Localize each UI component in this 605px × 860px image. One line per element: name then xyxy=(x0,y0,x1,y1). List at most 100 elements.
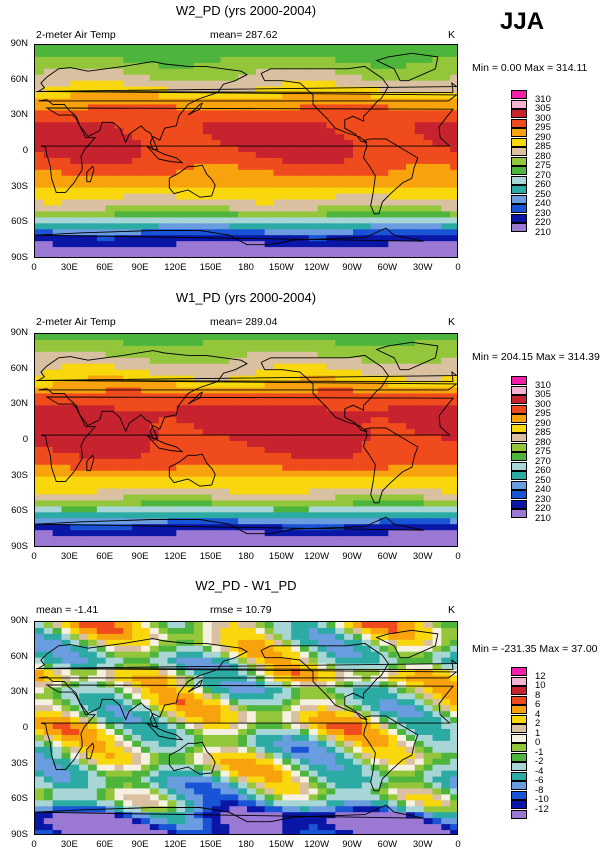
grid-cell xyxy=(344,458,354,466)
grid-cell xyxy=(379,45,389,52)
grid-cell xyxy=(52,446,63,454)
grid-cell xyxy=(114,339,124,347)
grid-cell xyxy=(282,345,292,353)
grid-cell xyxy=(149,752,160,760)
grid-cell xyxy=(194,423,204,430)
grid-cell xyxy=(361,752,372,760)
grid-cell xyxy=(379,229,389,236)
grid-cell xyxy=(88,675,98,683)
grid-cell xyxy=(176,776,186,784)
grid-cell xyxy=(326,651,336,659)
grid-cell xyxy=(176,175,186,183)
grid-cell xyxy=(220,45,230,52)
grid-cell xyxy=(353,363,363,371)
grid-cell xyxy=(149,524,160,531)
grid-cell xyxy=(194,74,204,82)
grid-cell xyxy=(441,163,451,171)
grid-cell xyxy=(317,764,328,772)
grid-cell xyxy=(141,746,151,754)
grid-cell xyxy=(70,381,80,389)
grid-cell xyxy=(79,357,89,365)
grid-cell xyxy=(406,74,416,82)
grid-cell xyxy=(247,122,257,129)
legend-label: 210 xyxy=(535,226,551,238)
grid-cell xyxy=(88,482,98,490)
grid-cell xyxy=(123,411,133,418)
grid-cell xyxy=(167,500,177,507)
grid-cell xyxy=(114,711,124,718)
grid-cell xyxy=(335,74,345,82)
grid-cell xyxy=(238,530,248,537)
grid-cell xyxy=(255,435,266,442)
grid-cell xyxy=(353,68,363,76)
grid-cell xyxy=(88,770,98,778)
grid-cell xyxy=(450,687,457,694)
grid-cell xyxy=(176,334,186,341)
grid-cell xyxy=(300,764,310,772)
grid-cell xyxy=(220,693,230,700)
grid-cell xyxy=(185,470,195,478)
legend-label: 300 xyxy=(535,112,551,124)
legend-swatch xyxy=(511,385,527,395)
grid-cell xyxy=(370,399,381,406)
legend-label: 270 xyxy=(535,455,551,467)
grid-cell xyxy=(238,627,248,635)
grid-cell xyxy=(379,181,389,189)
grid-cell xyxy=(247,253,257,257)
grid-cell xyxy=(300,435,310,442)
grid-cell xyxy=(353,369,363,377)
grid-cell xyxy=(185,387,195,395)
grid-cell xyxy=(353,128,363,135)
grid-cell xyxy=(273,375,283,383)
grid-cell xyxy=(202,657,213,665)
grid-cell xyxy=(291,199,301,207)
grid-cell xyxy=(149,223,160,230)
grid-cell xyxy=(88,175,98,183)
grid-cell xyxy=(291,482,301,490)
grid-cell xyxy=(406,193,416,201)
grid-cell xyxy=(185,211,195,218)
grid-cell xyxy=(167,518,177,525)
grid-cell xyxy=(202,740,213,748)
grid-cell xyxy=(167,717,177,724)
grid-cell xyxy=(335,199,345,207)
grid-cell xyxy=(220,506,230,513)
grid-cell xyxy=(114,134,124,141)
grid-cell xyxy=(211,729,222,736)
grid-cell xyxy=(185,205,195,213)
grid-cell xyxy=(141,163,151,171)
grid-cell xyxy=(52,530,63,537)
grid-cell xyxy=(141,229,151,236)
grid-cell xyxy=(176,241,186,248)
grid-cell xyxy=(194,146,204,153)
grid-cell xyxy=(397,512,407,519)
grid-cell xyxy=(158,217,169,224)
grid-cell xyxy=(35,446,45,454)
map-canvas xyxy=(35,45,457,257)
grid-cell xyxy=(35,235,45,242)
grid-cell xyxy=(441,235,451,242)
grid-cell xyxy=(291,740,301,748)
grid-cell xyxy=(194,711,204,718)
grid-cell xyxy=(264,734,275,742)
grid-cell xyxy=(264,334,275,341)
grid-cell xyxy=(211,627,222,635)
grid-cell xyxy=(43,675,54,683)
grid-cell xyxy=(88,723,98,730)
grid-cell xyxy=(397,116,407,123)
grid-cell xyxy=(291,86,301,94)
grid-cell xyxy=(388,530,398,537)
grid-cell xyxy=(132,446,142,454)
grid-cell xyxy=(79,770,89,778)
grid-cell xyxy=(370,351,381,359)
grid-cell xyxy=(432,169,442,177)
grid-cell xyxy=(202,223,213,230)
grid-cell xyxy=(335,375,345,383)
grid-cell xyxy=(450,669,457,677)
grid-cell xyxy=(308,152,319,159)
grid-cell xyxy=(361,116,372,123)
grid-cell xyxy=(167,363,177,371)
grid-cell xyxy=(194,734,204,742)
grid-cell xyxy=(132,104,142,111)
grid-cell xyxy=(70,441,80,448)
